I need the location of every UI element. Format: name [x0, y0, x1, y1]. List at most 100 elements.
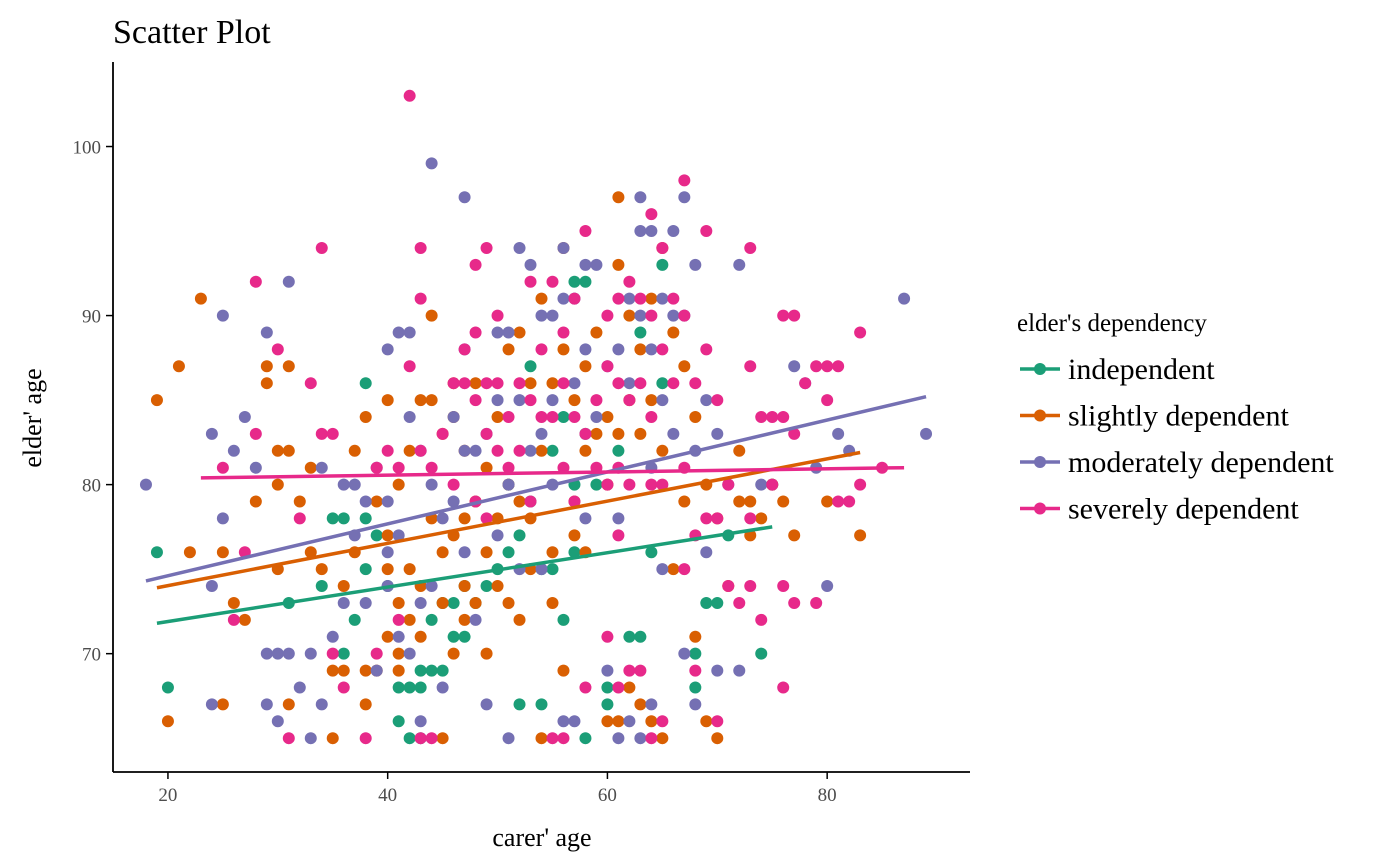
data-point [546, 444, 559, 457]
data-point [381, 495, 394, 508]
data-point [601, 411, 614, 423]
data-point [546, 563, 559, 576]
data-point [656, 563, 669, 576]
legend-key-point [1034, 363, 1046, 375]
data-point [326, 647, 339, 660]
data-point [403, 89, 416, 102]
legend-label: moderately dependent [1068, 446, 1334, 479]
data-point [469, 444, 482, 457]
data-point [502, 461, 515, 474]
data-point [810, 360, 823, 373]
data-point [788, 309, 801, 322]
data-point [546, 377, 559, 390]
data-point [392, 664, 405, 677]
data-point [656, 732, 669, 745]
data-point [535, 563, 548, 576]
data-point [513, 495, 526, 508]
x-tick-label: 20 [158, 785, 177, 806]
data-point [799, 377, 812, 390]
data-point [414, 292, 427, 305]
data-point [480, 647, 493, 660]
data-point [854, 529, 867, 542]
data-point [535, 444, 548, 457]
data-point [535, 343, 548, 356]
data-point [359, 698, 372, 711]
data-point [711, 394, 724, 407]
data-point [425, 580, 438, 593]
data-point [414, 394, 427, 407]
data-point [392, 681, 405, 694]
data-point [744, 512, 757, 525]
data-point [700, 546, 713, 559]
data-point [403, 647, 416, 660]
data-point [480, 580, 493, 593]
data-point [271, 444, 284, 457]
data-point [557, 326, 570, 339]
data-point [656, 394, 669, 407]
data-point [370, 647, 383, 660]
data-point [315, 698, 328, 711]
legend-key-point [1034, 409, 1046, 422]
data-point [579, 343, 592, 356]
data-point [656, 241, 669, 254]
data-point [777, 495, 790, 508]
data-point [238, 411, 251, 423]
data-point [425, 664, 438, 677]
data-point [821, 580, 834, 593]
data-point [678, 309, 691, 322]
data-point [590, 427, 603, 440]
data-point [315, 427, 328, 440]
data-point [689, 647, 702, 660]
data-point [656, 444, 669, 457]
data-point [832, 427, 845, 440]
data-point [733, 664, 746, 677]
data-point [216, 546, 229, 559]
data-point [458, 343, 471, 356]
data-point [612, 377, 625, 390]
data-point [436, 732, 449, 745]
data-point [491, 580, 504, 593]
data-point [579, 681, 592, 694]
data-point [579, 427, 592, 440]
data-point [568, 394, 581, 407]
data-point [667, 225, 680, 238]
data-point [513, 444, 526, 457]
data-point [656, 292, 669, 305]
data-point [282, 275, 295, 288]
data-point [403, 732, 416, 745]
data-point [601, 664, 614, 677]
data-point [425, 157, 438, 170]
data-point [326, 427, 339, 440]
data-point [612, 732, 625, 745]
data-point [700, 596, 713, 609]
data-point [645, 208, 658, 221]
data-point [810, 596, 823, 609]
data-point [491, 394, 504, 407]
data-point [689, 681, 702, 694]
data-point [513, 241, 526, 254]
data-point [700, 512, 713, 525]
data-point [161, 715, 174, 728]
data-point [513, 698, 526, 711]
data-point [689, 411, 702, 423]
data-point [414, 715, 427, 728]
data-point [777, 580, 790, 593]
data-point [491, 377, 504, 390]
data-point [634, 427, 647, 440]
data-point [403, 411, 416, 423]
data-point [535, 698, 548, 711]
data-point [359, 732, 372, 745]
data-point [326, 664, 339, 677]
data-point [744, 360, 757, 373]
data-point [557, 732, 570, 745]
data-point [205, 698, 218, 711]
data-point [381, 529, 394, 542]
data-point [491, 444, 504, 457]
data-point [337, 478, 350, 491]
data-point [645, 343, 658, 356]
data-point [612, 343, 625, 356]
data-point [590, 326, 603, 339]
data-point [546, 596, 559, 609]
data-point [458, 546, 471, 559]
data-point [579, 732, 592, 745]
